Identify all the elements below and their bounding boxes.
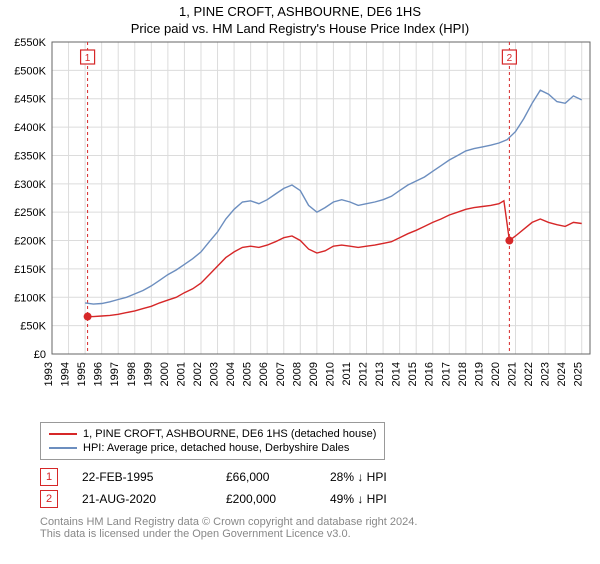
svg-text:2001: 2001 — [175, 362, 187, 386]
price-chart: £0 £50K £100K £150K £200K £250K £300K £350K £400… — [0, 36, 600, 416]
svg-text:2014: 2014 — [391, 362, 403, 386]
sale-vs-hpi: 28% ↓ HPI — [330, 470, 387, 484]
svg-text:2009: 2009 — [308, 362, 320, 386]
sale-date: 22-FEB-1995 — [82, 470, 202, 484]
sale-price: £200,000 — [226, 492, 306, 506]
svg-text:2005: 2005 — [242, 362, 254, 386]
svg-text:£500K: £500K — [14, 65, 46, 77]
svg-text:2006: 2006 — [258, 362, 270, 386]
legend-swatch — [49, 447, 77, 449]
svg-text:2004: 2004 — [225, 362, 237, 386]
svg-text:2010: 2010 — [324, 362, 336, 386]
svg-text:2007: 2007 — [275, 362, 287, 386]
svg-text:2008: 2008 — [291, 362, 303, 386]
svg-text:2012: 2012 — [358, 362, 370, 386]
chart-legend: 1, PINE CROFT, ASHBOURNE, DE6 1HS (detac… — [40, 422, 385, 460]
svg-text:2018: 2018 — [457, 362, 469, 386]
sale-date: 21-AUG-2020 — [82, 492, 202, 506]
svg-text:1995: 1995 — [76, 362, 88, 386]
svg-text:2019: 2019 — [473, 362, 485, 386]
legend-item: 1, PINE CROFT, ASHBOURNE, DE6 1HS (detac… — [49, 427, 376, 441]
svg-text:£50K: £50K — [20, 321, 46, 333]
svg-text:1998: 1998 — [126, 362, 138, 386]
svg-text:2013: 2013 — [374, 362, 386, 386]
svg-text:1997: 1997 — [109, 362, 121, 386]
svg-text:£450K: £450K — [14, 94, 46, 106]
sale-marker-row: 1 22-FEB-1995 £66,000 28% ↓ HPI — [40, 466, 580, 488]
svg-text:2020: 2020 — [490, 362, 502, 386]
svg-text:1996: 1996 — [93, 362, 105, 386]
sale-price: £66,000 — [226, 470, 306, 484]
svg-text:2015: 2015 — [407, 362, 419, 386]
svg-text:2: 2 — [507, 53, 513, 64]
svg-text:2022: 2022 — [523, 362, 535, 386]
svg-text:£250K: £250K — [14, 207, 46, 219]
legend-label: HPI: Average price, detached house, Derb… — [83, 442, 349, 454]
svg-text:£400K: £400K — [14, 122, 46, 134]
svg-text:£200K: £200K — [14, 236, 46, 248]
svg-text:2002: 2002 — [192, 362, 204, 386]
svg-text:2021: 2021 — [507, 362, 519, 386]
svg-text:£350K: £350K — [14, 150, 46, 162]
sale-marker-number: 1 — [40, 468, 58, 486]
sale-marker-number: 2 — [40, 490, 58, 508]
svg-text:£550K: £550K — [14, 37, 46, 49]
legend-swatch — [49, 433, 77, 435]
svg-text:2017: 2017 — [440, 362, 452, 386]
svg-text:1999: 1999 — [142, 362, 154, 386]
svg-text:£150K: £150K — [14, 264, 46, 276]
svg-text:2024: 2024 — [556, 362, 568, 386]
svg-text:£0: £0 — [34, 349, 46, 361]
svg-text:2023: 2023 — [540, 362, 552, 386]
svg-text:1993: 1993 — [43, 362, 55, 386]
svg-text:2025: 2025 — [573, 362, 585, 386]
svg-text:1994: 1994 — [60, 362, 72, 386]
svg-text:£100K: £100K — [14, 292, 46, 304]
svg-text:1: 1 — [85, 53, 91, 64]
sale-vs-hpi: 49% ↓ HPI — [330, 492, 387, 506]
sale-markers-table: 1 22-FEB-1995 £66,000 28% ↓ HPI 2 21-AUG-2020… — [40, 466, 580, 510]
chart-svg: £0 £50K £100K £150K £200K £250K £300K £350K £400… — [0, 36, 600, 416]
svg-text:2016: 2016 — [424, 362, 436, 386]
legend-label: 1, PINE CROFT, ASHBOURNE, DE6 1HS (detac… — [83, 428, 376, 440]
svg-text:2000: 2000 — [159, 362, 171, 386]
license-footer: Contains HM Land Registry data © Crown c… — [40, 516, 580, 540]
chart-title-address: 1, PINE CROFT, ASHBOURNE, DE6 1HS — [0, 4, 600, 19]
footer-line2: This data is licensed under the Open Gov… — [40, 528, 580, 540]
sale-marker-row: 2 21-AUG-2020 £200,000 49% ↓ HPI — [40, 488, 580, 510]
footer-line1: Contains HM Land Registry data © Crown c… — [40, 516, 580, 528]
svg-text:£300K: £300K — [14, 179, 46, 191]
svg-text:2011: 2011 — [341, 362, 353, 386]
chart-title-subtitle: Price paid vs. HM Land Registry's House … — [0, 21, 600, 36]
svg-text:2003: 2003 — [209, 362, 221, 386]
legend-item: HPI: Average price, detached house, Derb… — [49, 441, 376, 455]
